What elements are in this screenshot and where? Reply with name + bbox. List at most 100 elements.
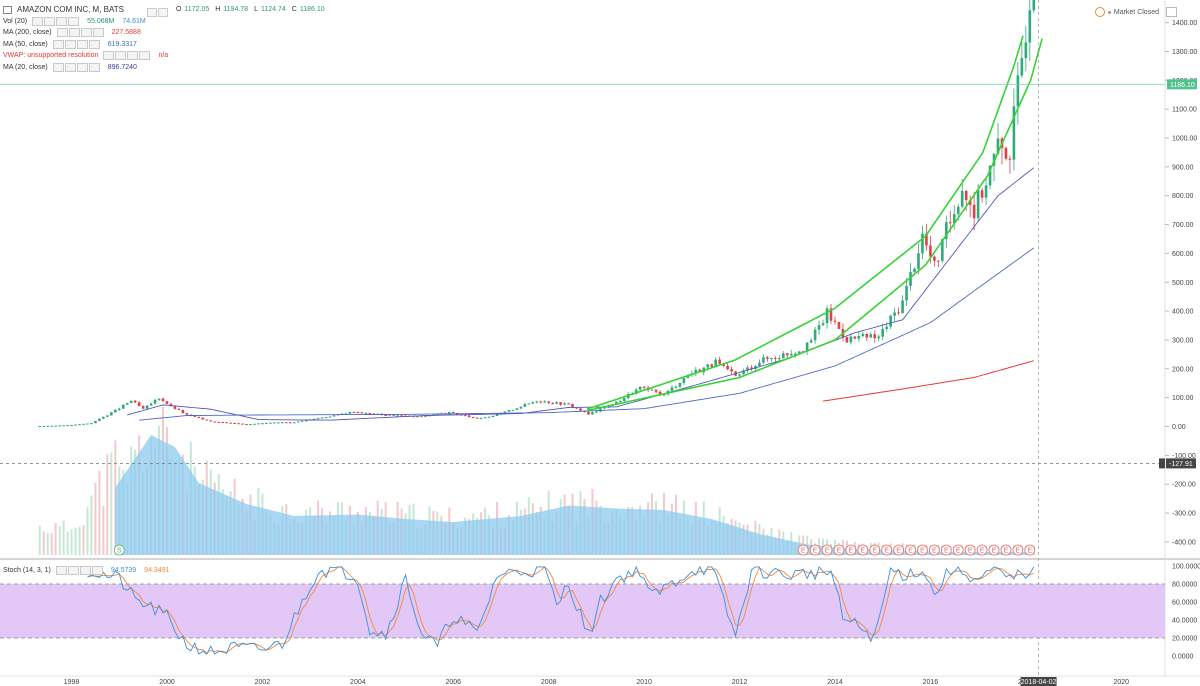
candle-body	[821, 323, 825, 326]
candle-body	[185, 413, 189, 415]
volume-bar	[54, 523, 57, 555]
close-icon[interactable]	[76, 62, 88, 72]
indicator-controls[interactable]	[103, 51, 151, 61]
candle-body	[62, 425, 65, 427]
gear-icon[interactable]	[64, 39, 76, 49]
earnings-marker[interactable]	[821, 544, 833, 556]
time-axis-tick-label: 2020	[1113, 679, 1129, 686]
candle-body	[86, 423, 89, 425]
close-icon[interactable]	[127, 51, 139, 61]
earnings-marker[interactable]	[833, 544, 845, 556]
split-marker[interactable]	[113, 544, 125, 556]
earnings-marker[interactable]	[797, 544, 809, 556]
price-legend: AMAZON COM INC, M, BATS O 1172.05 H 1194.7…	[3, 4, 325, 73]
candle-body	[956, 206, 960, 215]
crosshair-plus-button[interactable]	[1159, 458, 1165, 469]
earnings-marker[interactable]	[940, 544, 952, 556]
eye-icon[interactable]	[52, 39, 64, 49]
earnings-marker[interactable]	[857, 544, 869, 556]
indicator-controls[interactable]	[56, 28, 105, 38]
close-icon[interactable]	[79, 566, 91, 576]
earnings-marker[interactable]	[928, 544, 940, 556]
stoch-controls[interactable]	[55, 566, 104, 576]
candle-body	[948, 222, 952, 224]
stoch-d-line	[87, 566, 1035, 654]
candle-body	[197, 416, 201, 418]
earnings-marker[interactable]	[952, 544, 964, 556]
earnings-marker[interactable]	[893, 544, 905, 556]
symbol-settings-icon[interactable]	[158, 8, 168, 17]
more-icon[interactable]	[91, 566, 103, 576]
more-icon[interactable]	[139, 51, 151, 61]
eye-icon[interactable]	[55, 566, 67, 576]
earnings-marker[interactable]	[976, 544, 988, 556]
eye-icon[interactable]	[103, 51, 115, 61]
more-icon[interactable]	[88, 62, 100, 72]
candle-body	[519, 406, 523, 409]
earnings-marker[interactable]	[1024, 544, 1036, 556]
indicator-controls[interactable]	[52, 62, 101, 72]
stoch-label: Stoch (14, 3, 1)	[3, 567, 51, 575]
candle-body	[595, 411, 598, 413]
earnings-marker[interactable]	[881, 544, 893, 556]
stoch-k-line	[87, 565, 1035, 655]
close-icon[interactable]	[80, 28, 92, 38]
earnings-marker-label: E	[1027, 548, 1032, 555]
candle-body	[559, 402, 562, 405]
high-value: 1194.78	[223, 6, 249, 14]
close-icon[interactable]	[56, 16, 68, 26]
gear-icon[interactable]	[68, 28, 80, 38]
candle-body	[829, 308, 833, 321]
indicator-label: VWAP: unsupported resolution	[3, 52, 99, 60]
eye-icon[interactable]	[52, 62, 64, 72]
gear-icon[interactable]	[115, 51, 127, 61]
gear-icon[interactable]	[67, 566, 79, 576]
symbol-visibility-icon[interactable]	[147, 8, 157, 17]
candle-body	[905, 285, 908, 301]
gear-icon[interactable]	[64, 62, 76, 72]
candle-body	[316, 418, 320, 420]
earnings-marker[interactable]	[1000, 544, 1012, 556]
earnings-marker[interactable]	[917, 544, 928, 556]
indicator-controls[interactable]	[32, 16, 80, 26]
candle-body	[770, 358, 773, 360]
candle-body	[622, 398, 626, 401]
candle-body	[467, 415, 471, 418]
candle-body	[237, 423, 240, 425]
time-axis[interactable]: 1998 2000 2002 2004 2006 2008 2010 2012 2014 2016…	[64, 677, 1129, 686]
symbol-controls[interactable]	[147, 8, 168, 17]
earnings-marker[interactable]	[1012, 544, 1024, 556]
market-status-text: Market Closed	[1113, 8, 1159, 16]
indicator-legend-row: MA (20, close) 896.7240	[3, 62, 325, 74]
maximize-button[interactable]	[1166, 7, 1177, 17]
candle-body	[54, 425, 57, 427]
earnings-marker[interactable]	[905, 544, 916, 556]
earnings-marker[interactable]	[809, 544, 821, 556]
candle-body	[599, 408, 602, 412]
earnings-marker[interactable]	[988, 544, 1000, 556]
eye-icon[interactable]	[56, 28, 68, 38]
eye-icon[interactable]	[32, 16, 44, 26]
gear-icon[interactable]	[44, 16, 56, 26]
indicator-controls[interactable]	[52, 39, 101, 49]
earnings-marker[interactable]	[964, 544, 976, 556]
more-icon[interactable]	[68, 16, 80, 26]
price-axis[interactable]: 1400.001300.001200.001100.001000.00900.0…	[1159, 20, 1197, 546]
earnings-marker[interactable]	[869, 544, 881, 556]
close-icon[interactable]	[76, 39, 88, 49]
earnings-marker-label: E	[896, 548, 901, 555]
candle-body	[686, 375, 690, 379]
channel-upper-curve[interactable]	[586, 35, 1024, 410]
more-icon[interactable]	[92, 28, 104, 38]
candle-body	[90, 423, 93, 425]
price-axis-tick-label: 1100.00	[1172, 107, 1197, 114]
candle-body	[503, 411, 507, 414]
candle-body	[241, 423, 244, 425]
earnings-marker[interactable]	[845, 544, 857, 556]
candle-body	[404, 415, 407, 417]
candle-body	[165, 401, 169, 404]
channel-lower-curve[interactable]	[586, 38, 1043, 412]
more-icon[interactable]	[88, 39, 100, 49]
candle-body	[296, 421, 300, 423]
